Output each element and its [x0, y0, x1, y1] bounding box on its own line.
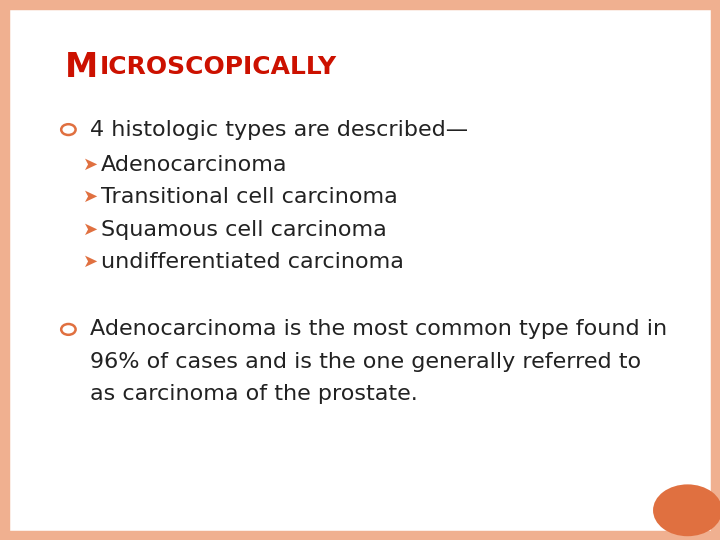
- Text: Squamous cell carcinoma: Squamous cell carcinoma: [101, 219, 387, 240]
- Text: ➤: ➤: [83, 220, 98, 239]
- Text: ➤: ➤: [83, 156, 98, 174]
- Text: ICROSCOPICALLY: ICROSCOPICALLY: [99, 56, 336, 79]
- Text: Transitional cell carcinoma: Transitional cell carcinoma: [101, 187, 397, 207]
- Text: Adenocarcinoma: Adenocarcinoma: [101, 154, 287, 175]
- Text: 4 histologic types are described—: 4 histologic types are described—: [90, 119, 468, 140]
- Text: 96% of cases and is the one generally referred to: 96% of cases and is the one generally re…: [90, 352, 641, 372]
- Text: ➤: ➤: [83, 253, 98, 271]
- Text: as carcinoma of the prostate.: as carcinoma of the prostate.: [90, 384, 418, 404]
- Circle shape: [653, 484, 720, 536]
- Text: ➤: ➤: [83, 188, 98, 206]
- Text: undifferentiated carcinoma: undifferentiated carcinoma: [101, 252, 404, 272]
- Text: M: M: [65, 51, 98, 84]
- Text: Adenocarcinoma is the most common type found in: Adenocarcinoma is the most common type f…: [90, 319, 667, 340]
